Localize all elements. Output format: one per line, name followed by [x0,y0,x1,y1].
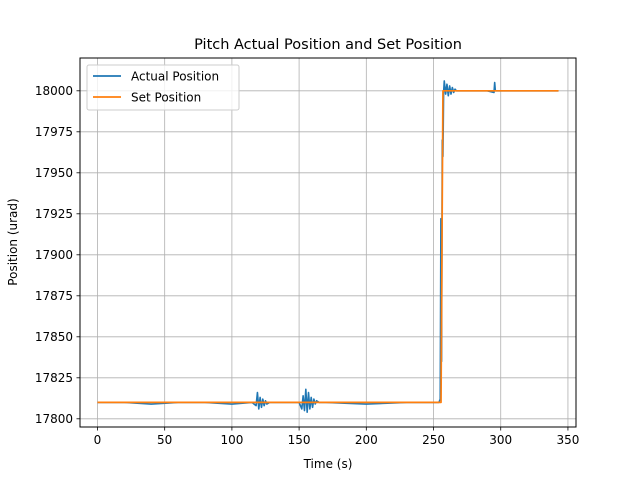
x-tick-label: 200 [355,433,378,447]
y-axis-ticks: 17800 17825 17850 17875 17900 17925 17950 17975… [35,84,80,426]
y-tick-label: 17850 [35,330,73,344]
series-line-set-position [97,89,559,404]
x-tick-label: 250 [422,433,445,447]
y-tick-label: 17950 [35,166,73,180]
legend-label-actual-position: Actual Position [131,70,219,84]
y-tick-label: 17900 [35,248,73,262]
x-tick-label: 0 [94,433,102,447]
y-tick-label: 17975 [35,125,73,139]
x-tick-label: 350 [556,433,579,447]
series-layer [97,80,559,414]
x-axis-label: Time (s) [303,457,353,471]
x-axis-ticks: 0 50 100 150 200 250 300 350 [94,427,579,447]
chart-title: Pitch Actual Position and Set Position [194,37,462,53]
legend: Actual Position Set Position [86,64,240,111]
plot-frame [79,57,577,428]
y-tick-label: 17925 [35,207,73,221]
x-tick-label: 150 [288,433,311,447]
x-tick-label: 50 [157,433,172,447]
y-axis-label: Position (urad) [6,198,20,285]
y-tick-label: 17825 [35,371,73,385]
x-tick-label: 300 [489,433,512,447]
grid-lines [80,58,576,427]
y-tick-label: 18000 [35,84,73,98]
x-tick-label: 100 [220,433,243,447]
y-tick-label: 17875 [35,289,73,303]
legend-label-set-position: Set Position [131,91,201,105]
y-tick-label: 17800 [35,412,73,426]
legend-box [86,64,240,111]
